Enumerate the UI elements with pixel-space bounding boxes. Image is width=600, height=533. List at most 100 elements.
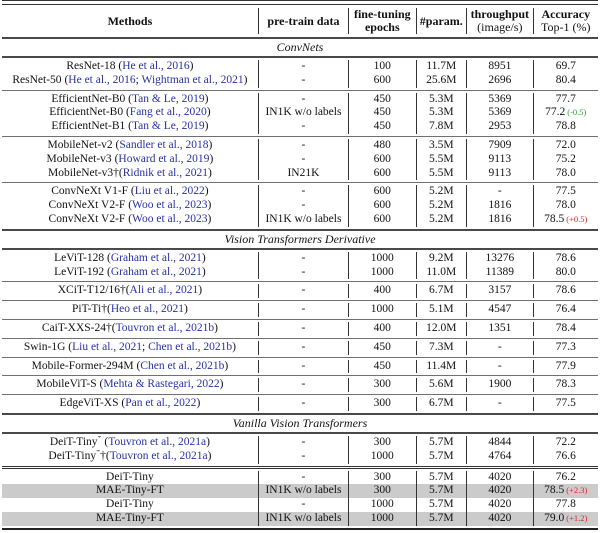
throughput-cell: 2696 — [466, 73, 532, 88]
citation-link[interactable]: Liu et al., 2021 — [72, 340, 143, 353]
epochs-cell: 600 — [348, 152, 415, 167]
pretrain-cell: - — [257, 303, 348, 317]
table-row: DeiT-Tiny -1000 5.7M 4020 77.8 — [2, 498, 598, 512]
star-marker: * — [97, 435, 102, 443]
throughput-cell: 1816 — [466, 199, 532, 213]
throughput-cell: 4844 — [466, 435, 532, 450]
section-body: DeiT-Tiny* (Touvron et al., 2021a) -300 5.… — [2, 434, 598, 528]
throughput-cell: 1351 — [466, 321, 532, 336]
pretrain-cell: IN1K w/o labels — [257, 106, 348, 121]
accuracy-cell: 72.0 — [532, 138, 598, 153]
pretrain-cell: - — [257, 449, 348, 464]
citation-link[interactable]: Chen et al., 2021b — [140, 359, 225, 372]
citation-link[interactable]: Graham et al., 2021 — [110, 265, 202, 278]
pretrain-cell: - — [257, 378, 348, 393]
pretrain-cell: - — [257, 397, 348, 411]
row-group: XCiT-T12/16†(Ali et al., 2021) -400 6.7M 31… — [2, 281, 598, 300]
method-cell: Mobile-Former-294M (Chen et al., 2021b) — [31, 359, 229, 372]
row-group: Swin-1G (Liu et al., 2021; Chen et al., … — [2, 337, 598, 357]
throughput-cell: 4764 — [466, 449, 532, 464]
column-header-finetuning-epochs: fine-tuning epochs — [348, 8, 415, 34]
epochs-cell: 1000 — [348, 449, 415, 464]
method-cell: ConvNeXt V2-F (Woo et al., 2023) — [48, 212, 212, 225]
method-cell: MobileNet-v2 (Sandler et al., 2018) — [47, 138, 213, 151]
accuracy-cell: 77.7 — [532, 92, 598, 107]
citation-link[interactable]: Sandler et al., 2018 — [119, 138, 209, 151]
epochs-cell: 1000 — [348, 265, 415, 280]
params-cell: 9.2M — [415, 251, 467, 266]
epochs-cell: 600 — [348, 199, 415, 213]
citation-link[interactable]: Fang et al., 2020 — [129, 106, 207, 119]
table-row: MobileViT-S (Mehta & Rastegari, 2022) -30… — [2, 378, 598, 393]
throughput-cell: - — [466, 340, 532, 355]
column-header-sublabel: Top-1 (%) — [541, 20, 591, 34]
citation-link[interactable]: Touvron et al., 2021b — [115, 321, 215, 334]
params-cell: 7.3M — [415, 340, 467, 355]
column-header-params: #param. — [415, 8, 467, 34]
citation-link[interactable]: Liu et al., 2022 — [134, 185, 205, 198]
params-cell: 5.3M — [415, 106, 467, 121]
params-cell: 6.7M — [415, 397, 467, 411]
method-cell: MobileViT-S (Mehta & Rastegari, 2022) — [36, 378, 224, 391]
citation-link[interactable]: Tan & Le, 2019 — [131, 120, 205, 133]
accuracy-delta: (+2.3) — [566, 485, 588, 496]
column-header-label: fine-tuning — [353, 7, 411, 21]
section-title: Vanilla Vision Transformers — [2, 412, 598, 434]
accuracy-cell: 69.7 — [532, 60, 598, 74]
epochs-cell: 1000 — [348, 251, 415, 266]
column-header-methods: Methods — [2, 8, 258, 34]
accuracy-cell: 78.6 — [532, 251, 598, 266]
column-header-label: Methods — [107, 13, 153, 28]
accuracy-cell: 78.0 — [532, 166, 598, 181]
accuracy-cell: 78.6 — [532, 284, 598, 299]
params-cell: 25.6M — [415, 73, 467, 88]
table-section: Vision Transformers Derivative LeViT-128 … — [2, 228, 598, 413]
citation-link[interactable]: Touvron et al., 2021a — [108, 435, 207, 448]
citation-link[interactable]: Tan & Le, 2019 — [131, 92, 205, 105]
table-top-rule — [2, 0, 598, 5]
throughput-cell: 4020 — [466, 484, 532, 499]
citation-link[interactable]: He et al., 2016 — [68, 73, 136, 86]
citation-link[interactable]: Wightman et al., 2021 — [141, 73, 244, 86]
citation-link[interactable]: Chen et al., 2021b — [148, 340, 233, 353]
method-cell: ResNet-50 (He et al., 2016; Wightman et … — [12, 73, 248, 86]
citation-link[interactable]: Woo et al., 2023 — [132, 199, 208, 212]
method-cell: EfficientNet-B0 (Tan & Le, 2019) — [51, 92, 209, 105]
table-row: EfficientNet-B1 (Tan & Le, 2019) -450 7.8M… — [2, 120, 598, 134]
accuracy-cell: 78.4 — [532, 321, 598, 336]
throughput-cell: 1816 — [466, 212, 532, 227]
method-cell: EfficientNet-B0 (Fang et al., 2020) — [49, 106, 211, 119]
params-cell: 5.5M — [415, 166, 467, 181]
row-group: MobileNet-v2 (Sandler et al., 2018) -480 3… — [2, 135, 598, 182]
table-row: ResNet-18 (He et al., 2016) -100 11.7M 8951… — [2, 60, 598, 74]
citation-link[interactable]: Ali et al., 2021 — [129, 284, 199, 297]
table-row: ConvNeXt V1-F (Liu et al., 2022) -600 5.2M… — [2, 185, 598, 200]
citation-link[interactable]: Touvron et al., 2021a — [109, 449, 208, 462]
method-cell: EdgeViT-XS (Pan et al., 2022) — [59, 397, 201, 410]
throughput-cell: - — [466, 359, 532, 374]
pretrain-cell: - — [257, 435, 348, 450]
accuracy-cell: 75.2 — [532, 152, 598, 167]
citation-link[interactable]: Graham et al., 2021 — [110, 251, 202, 264]
pretrain-cell: - — [257, 359, 348, 374]
throughput-cell: 5369 — [466, 106, 532, 121]
throughput-cell: 1900 — [466, 378, 532, 393]
citation-link[interactable]: Howard et al., 2019 — [118, 152, 210, 165]
params-cell: 5.1M — [415, 303, 467, 317]
table-row: XCiT-T12/16†(Ali et al., 2021) -400 6.7M 31… — [2, 284, 598, 299]
throughput-cell: 4020 — [466, 470, 532, 485]
pretrain-cell: - — [257, 152, 348, 167]
pretrain-cell: - — [257, 251, 348, 266]
citation-link[interactable]: Pan et al., 2022 — [125, 397, 197, 410]
table-section: ConvNets ResNet-18 (He et al., 2016) -100 1… — [2, 37, 598, 229]
epochs-cell: 300 — [348, 470, 415, 485]
section-body: LeViT-128 (Graham et al., 2021) -1000 9.2M… — [2, 250, 598, 413]
citation-link[interactable]: Mehta & Rastegari, 2022 — [103, 378, 220, 391]
citation-link[interactable]: He et al., 2016 — [122, 60, 190, 72]
table-row: ResNet-50 (He et al., 2016; Wightman et … — [2, 73, 598, 88]
citation-link[interactable]: Ridnik et al., 2021 — [122, 166, 209, 179]
epochs-cell: 600 — [348, 185, 415, 200]
citation-link[interactable]: Woo et al., 2023 — [132, 212, 208, 225]
table-row: MobileNet-v3†(Ridnik et al., 2021) IN21K 6… — [2, 166, 598, 181]
citation-link[interactable]: Heo et al., 2021 — [110, 303, 184, 316]
